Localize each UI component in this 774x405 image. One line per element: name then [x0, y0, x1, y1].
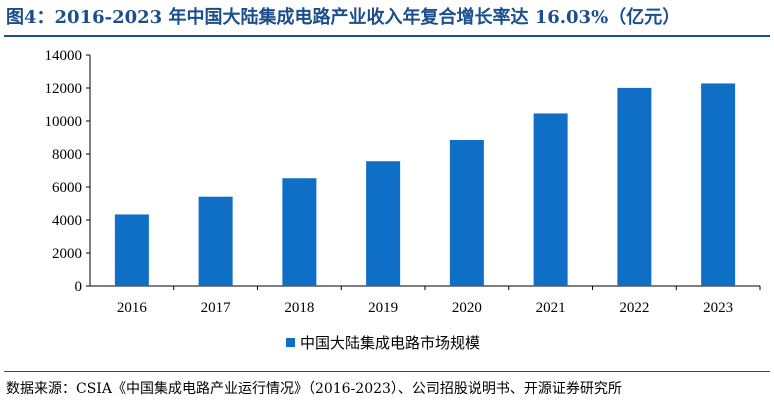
legend: 中国大陆集成电路市场规模 — [286, 334, 480, 352]
x-tick-label: 2021 — [536, 300, 566, 316]
bar-2021 — [533, 113, 568, 287]
bar-2018 — [282, 178, 317, 286]
source-note: 数据来源：CSIA《中国集成电路产业运行情况》（2016-2023）、公司招股说… — [6, 381, 622, 397]
bar-2022 — [617, 87, 652, 286]
x-tick-label: 2017 — [201, 300, 232, 316]
y-axis-ticks: 0 2000 4000 6000 8000 10000 12000 14000 — [45, 48, 90, 295]
x-tick-label: 2016 — [117, 300, 148, 316]
title-divider — [4, 35, 770, 37]
x-tick-label: 2019 — [368, 300, 398, 316]
bars — [114, 83, 736, 287]
x-tick-label: 2018 — [284, 300, 314, 316]
y-tick-label: 4000 — [52, 213, 82, 229]
x-tick-label: 2022 — [619, 300, 649, 316]
x-tick-label: 2020 — [452, 300, 482, 316]
y-tick-label: 2000 — [52, 246, 82, 262]
x-axis-ticks: 2016 2017 2018 2019 2020 2021 2022 2023 — [117, 286, 761, 316]
y-tick-label: 6000 — [52, 180, 82, 196]
bar-2023 — [701, 83, 736, 286]
y-tick-label: 10000 — [45, 114, 83, 130]
bar-2019 — [366, 161, 401, 286]
y-tick-label: 14000 — [45, 48, 83, 64]
x-tick-label: 2023 — [703, 300, 733, 316]
bar-2020 — [449, 140, 484, 286]
y-tick-label: 12000 — [45, 81, 83, 97]
y-tick-label: 0 — [75, 279, 83, 295]
legend-swatch — [286, 338, 295, 347]
page-title: 图4：2016-2023 年中国大陆集成电路产业收入年复合增长率达 16.03%… — [6, 7, 681, 28]
bar-2016 — [114, 214, 149, 286]
bar-2017 — [198, 196, 233, 286]
source-divider — [4, 371, 770, 372]
y-tick-label: 8000 — [52, 147, 82, 163]
legend-label: 中国大陆集成电路市场规模 — [300, 334, 480, 352]
